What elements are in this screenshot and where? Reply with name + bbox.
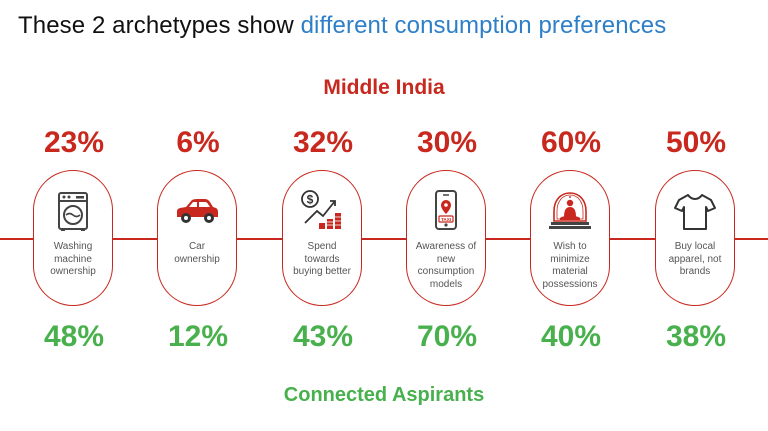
svg-text:$: $ (307, 193, 314, 207)
connected-aspirants-heading: Connected Aspirants (283, 384, 485, 406)
car-icon (172, 189, 222, 233)
buddha-icon (545, 189, 595, 233)
money-growth-icon: $ (297, 189, 347, 233)
t-shirt-icon (670, 189, 720, 233)
item-label: Buy local apparel, not brands (668, 241, 722, 277)
connected-aspirants-value: 70% (416, 320, 478, 353)
item-consumption-models: 30% TAXI Awareness of new consumption mo… (392, 0, 502, 431)
svg-text:TAXI: TAXI (441, 217, 451, 222)
connected-aspirants-value: 43% (292, 320, 354, 353)
middle-india-value: 30% (416, 126, 478, 159)
connected-aspirants-value: 40% (540, 320, 602, 353)
item-car: 6% Car ownership 12% (143, 0, 253, 431)
connected-aspirants-value: 12% (167, 320, 229, 353)
title-highlight: different consumption preferences (300, 12, 667, 39)
taxi-app-icon: TAXI (421, 189, 471, 233)
title-prefix: These 2 archetypes show (18, 12, 301, 39)
middle-india-value: 6% (176, 126, 220, 159)
item-card: Wish to minimize material possessions (530, 170, 610, 306)
connected-aspirants-value: 38% (665, 320, 727, 353)
item-label: Spend towards buying better (293, 241, 351, 277)
item-label: Wish to minimize material possessions (542, 241, 598, 290)
timeline-line (0, 238, 768, 240)
item-label: Car ownership (174, 241, 220, 265)
middle-india-value: 32% (292, 126, 354, 159)
item-local-apparel: 50% Buy local apparel, not brands 38% (641, 0, 751, 431)
middle-india-value: 50% (665, 126, 727, 159)
item-label: Washing machine ownership (50, 241, 96, 277)
page-title: These 2 archetypes show different consum… (18, 12, 666, 40)
item-card: Washing machine ownership (33, 170, 113, 306)
item-washing-machine: 23% Washing machine ownership 48% (19, 0, 129, 431)
item-spend-better: 32% $ Spend towards buying better 43% (268, 0, 378, 431)
washing-machine-icon (48, 189, 98, 233)
middle-india-value: 60% (540, 126, 602, 159)
item-card: Car ownership (157, 170, 237, 306)
connected-aspirants-value: 48% (43, 320, 105, 353)
item-card: $ Spend towards buying better (282, 170, 362, 306)
item-card: TAXI Awareness of new consumption models (406, 170, 486, 306)
item-card: Buy local apparel, not brands (655, 170, 735, 306)
item-minimize-possessions: 60% Wish to minimize material possession… (516, 0, 626, 431)
item-label: Awareness of new consumption models (415, 241, 477, 290)
middle-india-heading: Middle India (323, 76, 445, 99)
middle-india-value: 23% (43, 126, 105, 159)
